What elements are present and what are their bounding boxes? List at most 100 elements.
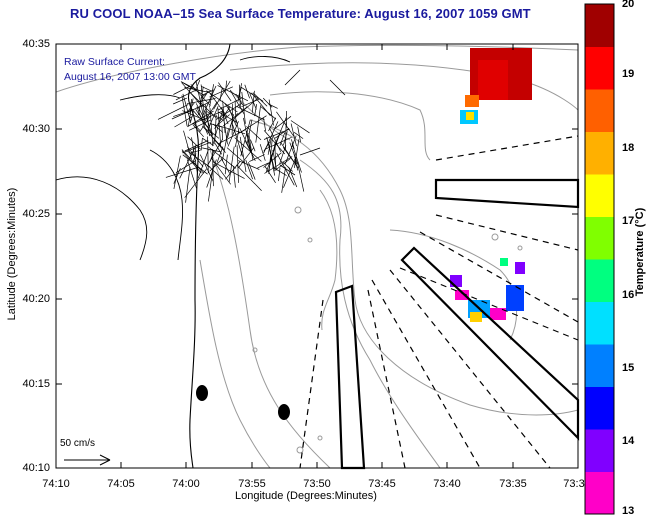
current-vector	[200, 137, 203, 151]
current-vector	[265, 146, 276, 173]
current-vector	[219, 87, 223, 102]
current-vector	[263, 118, 266, 132]
x-tick-label: 74:05	[107, 478, 135, 490]
current-vector	[246, 130, 252, 152]
current-vector	[284, 135, 297, 164]
current-vector	[212, 161, 245, 179]
current-vector	[254, 104, 258, 117]
current-vector	[297, 162, 305, 192]
x-tick-label: 73:3	[563, 478, 585, 490]
current-vector	[192, 153, 197, 164]
current-vector	[181, 82, 203, 108]
current-vector	[182, 141, 212, 154]
current-vector	[171, 104, 204, 120]
current-vector	[249, 93, 257, 110]
scale-label: 50 cm/s	[60, 438, 96, 449]
sst-patch-cool	[500, 258, 508, 266]
current-vector	[299, 147, 321, 156]
current-vector	[244, 140, 254, 156]
surface-current-vectors	[157, 69, 346, 203]
x-axis-title: Longitude (Degrees:Minutes)	[235, 490, 377, 502]
current-vector	[207, 125, 210, 137]
colorbar-segment	[585, 216, 614, 260]
current-vector	[290, 123, 297, 147]
y-tick-label: 40:30	[22, 123, 50, 135]
station-marker	[278, 404, 290, 420]
colorbar-frame	[584, 3, 615, 515]
current-vector	[212, 123, 224, 133]
current-vector	[279, 144, 287, 165]
current-vector	[184, 140, 209, 152]
current-vector	[201, 89, 215, 96]
current-vector	[281, 167, 286, 193]
current-vector	[187, 136, 202, 150]
current-vector	[201, 85, 217, 118]
sst-patch-cool	[466, 112, 474, 120]
current-vector	[181, 81, 205, 96]
sst-patch-cool	[506, 285, 524, 311]
current-vector	[165, 167, 198, 178]
x-tick-label: 73:55	[238, 478, 266, 490]
current-vector	[202, 138, 214, 146]
current-vector	[195, 103, 206, 121]
current-vector	[262, 97, 273, 108]
current-vector	[260, 106, 277, 120]
current-vector	[196, 106, 209, 135]
current-vector	[204, 111, 213, 136]
current-vector	[206, 90, 238, 113]
current-label: Raw Surface Current:	[64, 56, 165, 68]
current-vector	[283, 131, 288, 146]
current-vector	[221, 128, 229, 162]
sst-patch-warm	[478, 60, 508, 100]
x-tick-label: 74:10	[42, 478, 70, 490]
current-vector	[183, 130, 192, 160]
current-vector	[268, 117, 277, 132]
y-axis-labels: 40:35 40:30 40:25 40:20 40:15 40:10	[0, 0, 52, 518]
current-vector	[272, 149, 277, 171]
current-vector	[189, 119, 211, 131]
channel-polygons	[334, 178, 580, 470]
current-vector	[236, 164, 262, 191]
current-vector	[268, 99, 274, 126]
current-vector	[217, 85, 249, 102]
current-vector	[225, 80, 227, 92]
bathymetry-contours	[56, 44, 578, 468]
colorbar-tick: 18	[622, 142, 635, 154]
current-vector	[279, 164, 296, 176]
current-vector	[273, 158, 291, 172]
current-vector	[189, 99, 192, 113]
colorbar-segment	[585, 386, 614, 430]
x-tick-label: 73:40	[433, 478, 461, 490]
current-vector	[185, 166, 191, 203]
current-vector	[208, 164, 214, 202]
scale-arrow	[64, 454, 111, 466]
current-vector	[172, 97, 188, 105]
current-vector	[283, 156, 297, 188]
current-vector	[238, 83, 243, 98]
colorbar-tick: 17	[622, 215, 635, 227]
current-vector	[226, 147, 246, 164]
colorbar-segment	[585, 259, 614, 302]
current-vector	[246, 126, 262, 141]
colorbar-tick: 20	[622, 0, 635, 10]
current-vector	[255, 105, 261, 143]
current-vector	[248, 133, 254, 161]
current-vector	[181, 95, 188, 127]
current-vector	[197, 149, 209, 179]
current-vector	[173, 85, 191, 95]
current-vector	[293, 132, 304, 139]
colorbar-tick: 14	[622, 435, 635, 447]
current-vector	[221, 126, 223, 140]
sst-patches	[450, 48, 532, 322]
current-vector	[276, 111, 295, 138]
sst-patch-cool	[515, 262, 525, 274]
current-vector	[175, 90, 195, 101]
current-vector	[206, 159, 217, 188]
y-tick-label: 40:25	[22, 208, 50, 220]
current-vector	[186, 159, 197, 189]
current-vector	[274, 117, 287, 145]
y-tick-label: 40:20	[22, 293, 50, 305]
current-vector	[227, 121, 239, 147]
current-vector	[216, 146, 224, 163]
current-vector	[182, 110, 206, 121]
